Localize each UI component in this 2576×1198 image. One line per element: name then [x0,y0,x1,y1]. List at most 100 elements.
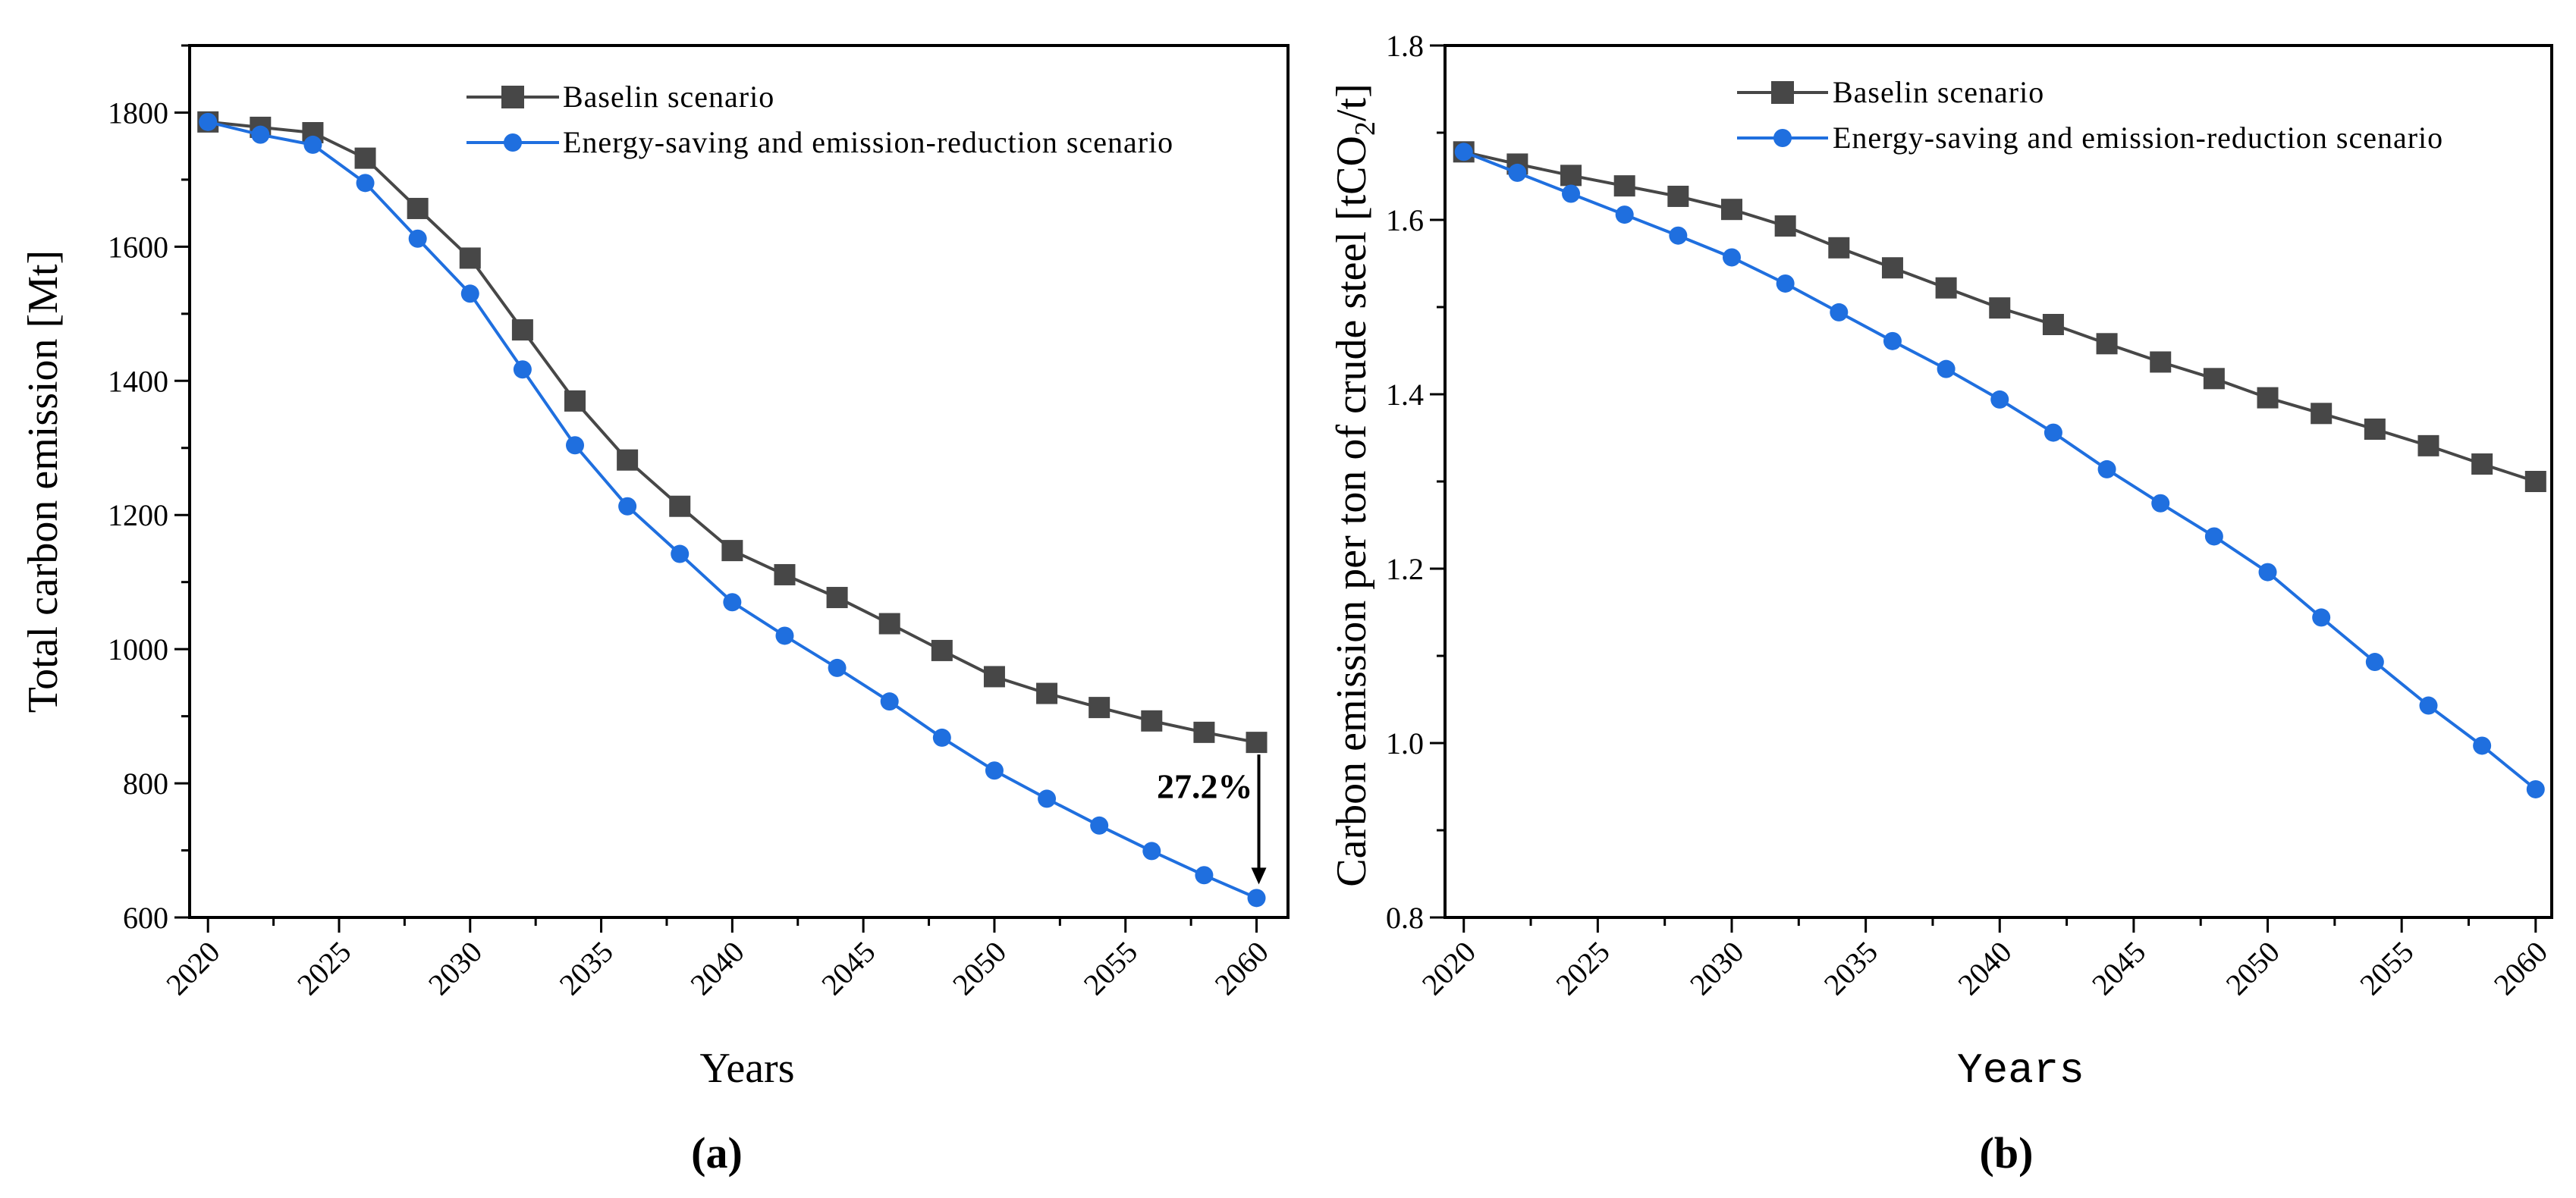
data-point-energy [1038,789,1057,808]
data-point-baseline [1141,710,1163,732]
data-point-energy [2526,779,2545,798]
panel-a-label: (a) [691,1128,743,1178]
x-tick-label: 2035 [553,935,620,1002]
data-point-energy [1090,816,1109,835]
data-point-baseline [2471,453,2493,475]
x-tick-label: 2055 [2353,935,2420,1002]
panel-a-ylabel: Total carbon emission [Mt] [20,250,67,713]
data-point-baseline [2364,419,2386,440]
data-point-energy [460,284,479,303]
x-tick-label: 2050 [2219,935,2286,1002]
legend-baseline-label: Baselin scenario [1833,75,2044,109]
data-point-energy [2419,696,2438,715]
legend-energy-marker [504,133,522,152]
data-point-baseline [617,449,639,471]
x-tick-label: 2045 [2085,935,2152,1002]
x-tick-label: 2030 [1683,935,1750,1002]
x-tick-label: 2025 [291,935,357,1002]
legend-baseline-marker [501,86,524,108]
y-tick-label: 1200 [108,498,168,532]
y-tick-label: 1.6 [1386,203,1424,237]
data-point-baseline [983,666,1005,688]
data-point-energy [1247,889,1266,908]
data-point-baseline [1667,185,1689,207]
data-point-energy [671,544,690,563]
data-point-baseline [511,319,533,341]
data-point-energy [2204,527,2223,546]
data-point-energy [1669,226,1688,245]
x-tick-label: 2035 [1817,935,1884,1002]
data-point-baseline [1036,682,1058,704]
x-tick-label: 2040 [1951,935,2018,1002]
data-point-energy [1454,143,1473,162]
data-point-energy [1776,274,1795,293]
data-point-baseline [669,495,691,517]
data-point-energy [199,112,218,131]
x-tick-label: 2050 [946,935,1013,1002]
panel-a-annotation: 27.2% [1157,754,1267,885]
panel-b-legend: Baselin scenario Energy-saving and emiss… [1737,75,2443,155]
data-point-energy [1195,866,1214,885]
y-tick-label: 1.2 [1386,552,1424,586]
data-point-energy [1142,842,1161,861]
data-point-energy [408,229,427,248]
data-point-energy [1722,248,1741,267]
data-point-energy [723,593,742,612]
y-tick-label: 600 [123,901,168,935]
x-tick-label: 2045 [815,935,881,1002]
y-tick-label: 1000 [108,632,168,666]
y-tick-label: 1600 [108,230,168,264]
data-point-baseline [459,247,481,269]
data-point-baseline [1881,257,1903,279]
y-tick-label: 800 [123,767,168,801]
data-point-energy [828,658,847,677]
data-point-baseline [2150,351,2172,373]
panel-a-legend: Baselin scenario Energy-saving and emiss… [467,80,1173,159]
data-point-baseline [2096,333,2118,355]
x-tick-label: 2020 [1415,935,1482,1002]
annotation-label: 27.2% [1157,767,1253,806]
data-point-baseline [1774,215,1796,237]
series-line-baseline [207,120,1257,745]
data-point-baseline [826,587,848,609]
data-point-energy [932,728,951,747]
data-point-energy [1883,331,1902,350]
legend-baseline-marker [1771,81,1794,104]
x-tick-label: 2020 [159,935,226,1002]
data-point-baseline [721,540,743,562]
y-tick-label: 1.8 [1386,29,1424,63]
data-point-energy [880,692,899,711]
data-point-energy [1562,184,1581,203]
panel-b-xlabel: Years [1957,1046,2084,1095]
data-point-energy [1830,303,1849,321]
data-point-baseline [354,147,376,169]
data-point-baseline [2203,368,2225,390]
panel-b-ylabel-sub: 2 [1349,121,1381,136]
panel-a-plot-frame [188,44,1290,919]
x-tick-label: 2060 [2487,935,2554,1002]
data-point-energy [985,761,1004,780]
panel-a-chart: 2020 2025 2030 2035 2040 2045 2050 2055 2060 600 8… [20,44,1290,1178]
data-point-energy [1615,205,1634,224]
panel-a-xlabel: Years [700,1045,795,1092]
panel-b-plot-frame [1444,44,2553,919]
data-point-baseline [2524,471,2546,492]
y-tick-label: 1.4 [1386,378,1424,412]
x-tick-label: 2060 [1208,935,1275,1002]
data-point-energy [2365,653,2384,672]
data-point-baseline [1560,165,1582,187]
data-point-baseline [1720,199,1742,221]
y-tick-label: 0.8 [1386,901,1424,935]
legend-energy-marker [1773,129,1792,147]
data-point-baseline [407,197,429,219]
legend-energy-label: Energy-saving and emission-reduction sce… [1833,121,2443,155]
data-point-energy [2258,563,2277,582]
data-point-baseline [1828,237,1850,259]
data-point-energy [2097,459,2116,478]
panel-b-ylabel: Carbon emission per ton of crude steel [… [1328,83,1381,886]
data-point-energy [566,436,585,455]
panel-b-ylabel-pre: Carbon emission per ton of crude steel [… [1328,136,1375,887]
data-point-energy [2151,494,2170,513]
data-point-energy [1937,359,1956,378]
